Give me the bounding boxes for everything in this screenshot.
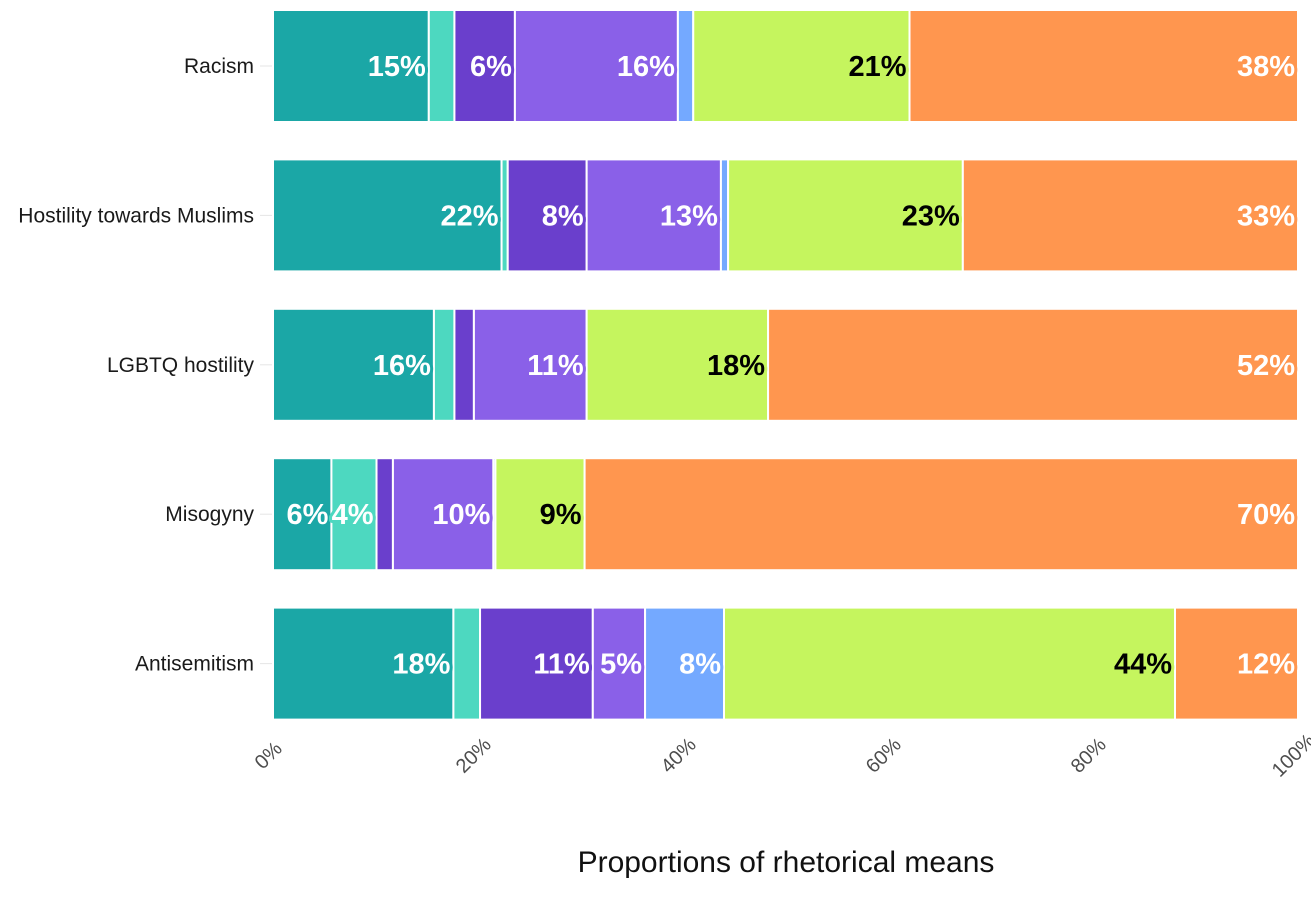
bar-segment-misogyny-5 — [494, 457, 586, 572]
bar-segment-racism-5 — [692, 9, 911, 123]
category-labels: Racism Hostility towards Muslims LGBTQ hos… — [18, 55, 272, 676]
value-label-antisemitism-5: 44% — [1114, 649, 1172, 681]
bar-segment-misogyny-1 — [330, 457, 378, 572]
data-labels-layer: 15% 6% 16% 21% 38% 22% 8% 13% 23% 33% 16% 11% 18% 52%… — [284, 48, 1299, 684]
bar-segment-antisemitism-1 — [452, 606, 482, 721]
x-tick-label-3: 60% — [862, 734, 906, 778]
bar-segment-hostility-towards-muslims-6 — [961, 158, 1299, 273]
bar-segment-racism-3 — [513, 9, 679, 123]
value-label-antisemitism-4: 8% — [679, 649, 721, 681]
bar-segment-antisemitism-5 — [723, 606, 1176, 721]
value-label-racism-6: 38% — [1237, 51, 1295, 83]
value-label-hostility-towards-muslims-6: 33% — [1237, 200, 1295, 232]
value-label-misogyny-5: 9% — [540, 499, 582, 531]
bar-segment-lgbtq-hostility-1 — [432, 307, 456, 422]
x-tick-label-4: 80% — [1067, 734, 1111, 778]
value-label-lgbtq-hostility-5: 18% — [707, 350, 765, 382]
value-label-lgbtq-hostility-0: 16% — [373, 350, 431, 382]
bar-segment-misogyny-2 — [375, 457, 394, 572]
bars-layer — [272, 9, 1300, 721]
value-label-misogyny-6: 70% — [1237, 499, 1295, 531]
category-label-antisemitism: Antisemitism — [135, 653, 254, 676]
value-label-hostility-towards-muslims-2: 8% — [542, 200, 584, 232]
bar-segment-lgbtq-hostility-2 — [453, 307, 475, 422]
value-label-racism-3: 16% — [617, 51, 675, 83]
value-label-lgbtq-hostility-3: 11% — [527, 350, 584, 382]
value-label-misogyny-0: 6% — [287, 499, 329, 531]
value-label-antisemitism-0: 18% — [392, 649, 450, 681]
value-label-hostility-towards-muslims-3: 13% — [660, 200, 718, 232]
x-tick-label-5: 100% — [1268, 730, 1311, 782]
bar-segment-antisemitism-3 — [591, 606, 647, 721]
bar-segment-hostility-towards-muslims-2 — [506, 158, 588, 273]
x-tick-label-2: 40% — [657, 734, 701, 778]
category-label-misogyny: Misogyny — [165, 503, 254, 526]
value-label-antisemitism-2: 11% — [533, 649, 590, 681]
bar-segment-racism-1 — [427, 9, 456, 123]
bar-segment-racism-0 — [272, 9, 430, 123]
category-label-lgbtq-hostility: LGBTQ hostility — [107, 354, 255, 377]
value-label-racism-5: 21% — [848, 51, 906, 83]
bar-segment-hostility-towards-muslims-0 — [272, 158, 503, 273]
value-label-misogyny-1: 4% — [332, 499, 374, 531]
value-label-antisemitism-6: 12% — [1237, 649, 1295, 681]
x-axis-tick-labels: 0% 20% 40% 60% 80% 100% — [251, 730, 1311, 782]
bar-segment-lgbtq-hostility-5 — [585, 307, 770, 422]
bar-segment-antisemitism-2 — [479, 606, 594, 721]
value-label-lgbtq-hostility-6: 52% — [1237, 350, 1295, 382]
x-axis-title: Proportions of rhetorical means — [578, 846, 995, 879]
x-tick-label-1: 20% — [452, 734, 496, 778]
bar-segment-hostility-towards-muslims-5 — [727, 158, 964, 273]
bar-segment-antisemitism-0 — [272, 606, 455, 721]
bar-segment-hostility-towards-muslims-4 — [719, 158, 730, 273]
bar-segment-lgbtq-hostility-6 — [767, 307, 1299, 422]
bar-segment-hostility-towards-muslims-3 — [585, 158, 722, 273]
bar-segment-racism-4 — [676, 9, 695, 123]
bar-segment-racism-6 — [908, 9, 1300, 123]
bar-segment-lgbtq-hostility-3 — [472, 307, 588, 422]
value-label-hostility-towards-muslims-5: 23% — [902, 200, 960, 232]
bar-segment-misogyny-6 — [583, 457, 1299, 572]
value-label-antisemitism-3: 5% — [600, 649, 642, 681]
bar-segment-antisemitism-6 — [1174, 606, 1299, 721]
bar-segment-misogyny-3 — [391, 457, 495, 572]
category-label-racism: Racism — [184, 55, 254, 78]
x-tick-label-0: 0% — [251, 738, 287, 774]
bar-segment-misogyny-0 — [272, 457, 333, 572]
bar-segment-lgbtq-hostility-0 — [272, 307, 435, 422]
category-label-hostility-towards-muslims: Hostility towards Muslims — [18, 204, 254, 227]
value-label-racism-0: 15% — [368, 51, 426, 83]
bar-segment-racism-2 — [453, 9, 516, 123]
value-label-hostility-towards-muslims-0: 22% — [441, 200, 499, 232]
bar-segment-antisemitism-4 — [644, 606, 726, 721]
value-label-misogyny-3: 10% — [432, 499, 490, 531]
value-label-racism-2: 6% — [470, 51, 512, 83]
